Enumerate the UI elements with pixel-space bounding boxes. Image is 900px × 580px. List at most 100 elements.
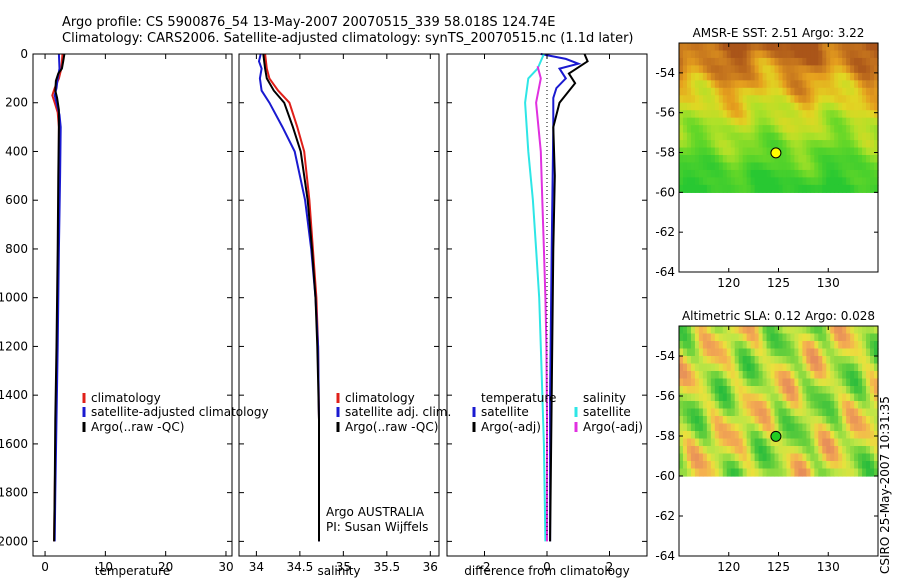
sla-map-cell-1-20 [758, 333, 764, 342]
sst-map-cell-12-14 [734, 132, 740, 141]
sla-map-cell-18-30 [798, 461, 803, 470]
sst-map-cell-6-20 [758, 87, 764, 96]
sst-map-cell-6-19 [754, 87, 760, 96]
temperature-series-1 [53, 53, 62, 542]
sst-map-cell-9-33 [810, 110, 815, 119]
sst-map-cell-6-45 [858, 87, 863, 96]
sst-map-cell-3-8 [710, 65, 716, 74]
sla-map-cell-18-35 [818, 461, 823, 470]
sst-map-cell-1-43 [850, 50, 855, 59]
sla-map-cell-7-19 [754, 378, 760, 387]
sst-map-cell-10-47 [866, 117, 871, 126]
sst-map-cell-4-31 [802, 72, 807, 81]
sla-map-cell-1-19 [754, 333, 760, 342]
sst-map-cell-11-26 [782, 125, 788, 134]
sla-map-cell-19-8 [710, 468, 716, 477]
sst-map-cell-18-37 [826, 177, 831, 186]
sst-map-cell-1-44 [854, 50, 859, 59]
sla-map-cell-12-20 [758, 416, 764, 425]
sst-map-cell-2-12 [726, 57, 732, 66]
sla-map-cell-1-26 [782, 333, 788, 342]
sla-map-cell-1-49 [874, 333, 879, 342]
sla-map-cell-2-45 [858, 341, 863, 350]
sla-map-cell-13-29 [794, 423, 799, 432]
sla-map-cell-10-0 [679, 401, 684, 410]
sst-map-cell-3-38 [830, 65, 835, 74]
sst-map-cell-16-46 [862, 162, 867, 171]
sst-map-cell-15-3 [690, 155, 696, 164]
sla-map-cell-13-40 [838, 423, 843, 432]
sla-map-cell-10-6 [702, 401, 708, 410]
sla-map-cell-2-29 [794, 341, 799, 350]
sla-map-cell-1-8 [710, 333, 716, 342]
sst-map-cell-17-23 [770, 169, 776, 179]
sst-map-cell-10-15 [738, 117, 744, 126]
sla-map-cell-2-43 [850, 341, 855, 350]
sst-map-cell-0-45 [858, 43, 863, 52]
sst-map-cell-18-33 [810, 177, 815, 186]
sst-map-cell-9-5 [698, 110, 704, 119]
sla-map-cell-15-45 [858, 438, 863, 447]
sst-map-cell-10-27 [786, 117, 792, 126]
sla-map-cell-10-3 [690, 401, 696, 410]
sst-map-cell-13-45 [858, 140, 863, 149]
sst-map-cell-4-2 [686, 72, 692, 81]
sla-map-cell-4-27 [786, 356, 792, 365]
sla-map-cell-19-13 [730, 468, 736, 477]
sst-map-cell-2-15 [738, 57, 744, 66]
sst-map-cell-0-13 [730, 43, 736, 52]
sst-map-cell-18-34 [814, 177, 819, 186]
sla-map-cell-7-9 [714, 378, 720, 387]
sla-map-cell-19-4 [694, 468, 700, 477]
sla-map-cell-5-5 [698, 363, 704, 372]
sst-map-cell-19-47 [866, 184, 871, 193]
sla-map-cell-10-13 [730, 401, 736, 410]
sst-map-cell-16-11 [722, 162, 728, 171]
sla-map-cell-16-44 [854, 446, 859, 455]
sla-map-cell-13-21 [762, 423, 768, 432]
sst-map-cell-12-39 [834, 132, 839, 141]
sst-map-cell-9-15 [738, 110, 744, 119]
sla-map-cell-15-12 [726, 438, 732, 447]
sla-map-cell-11-40 [838, 408, 843, 417]
sst-map-cell-4-35 [818, 72, 823, 81]
sla-map-cell-12-23 [770, 416, 776, 425]
sla-map-cell-6-40 [838, 371, 843, 380]
difference-legend-left-label-0: satellite [481, 405, 529, 419]
sla-map-cell-17-46 [862, 453, 867, 462]
sst-map-cell-5-19 [754, 80, 760, 89]
sla-map-cell-2-16 [742, 341, 748, 350]
sst-map-cell-7-46 [862, 95, 867, 104]
sla-map-cell-16-42 [846, 446, 851, 455]
sla-map-cell-0-1 [682, 326, 688, 335]
sla-map-cell-5-16 [742, 363, 748, 372]
sla-map-cell-13-28 [790, 423, 796, 432]
sst-map-cell-4-17 [746, 72, 752, 81]
sst-map-cell-18-23 [770, 177, 776, 186]
sla-map-cell-11-23 [770, 408, 776, 417]
sla-map-cell-0-45 [858, 326, 863, 335]
sst-map-cell-5-42 [846, 80, 851, 89]
sla-map-cell-18-23 [770, 461, 776, 470]
sla-map-cell-9-14 [734, 393, 740, 402]
sla-map-cell-6-25 [778, 371, 784, 380]
sst-map-cell-9-8 [710, 110, 716, 119]
sla-map-cell-8-15 [738, 386, 744, 395]
sla-map-cell-8-34 [814, 386, 819, 395]
sla-map-cell-15-5 [698, 438, 704, 447]
sla-map-cell-15-25 [778, 438, 784, 447]
sst-map-cell-7-19 [754, 95, 760, 104]
sla-map-cell-10-15 [738, 401, 744, 410]
sst-map-cell-18-42 [846, 177, 851, 186]
sst-map-cell-9-14 [734, 110, 740, 119]
sla-map-cell-10-4 [694, 401, 700, 410]
sst-map-cell-11-39 [834, 125, 839, 134]
sla-map-cell-16-16 [742, 446, 748, 455]
sst-map-cell-19-21 [762, 184, 768, 193]
sla-map-cell-9-24 [774, 393, 780, 402]
sst-map-cell-19-2 [686, 184, 692, 193]
sla-map-cell-3-9 [714, 348, 720, 357]
sla-map-cell-3-8 [710, 348, 716, 357]
sst-map-cell-8-3 [690, 102, 696, 111]
sst-map-cell-15-39 [834, 155, 839, 164]
